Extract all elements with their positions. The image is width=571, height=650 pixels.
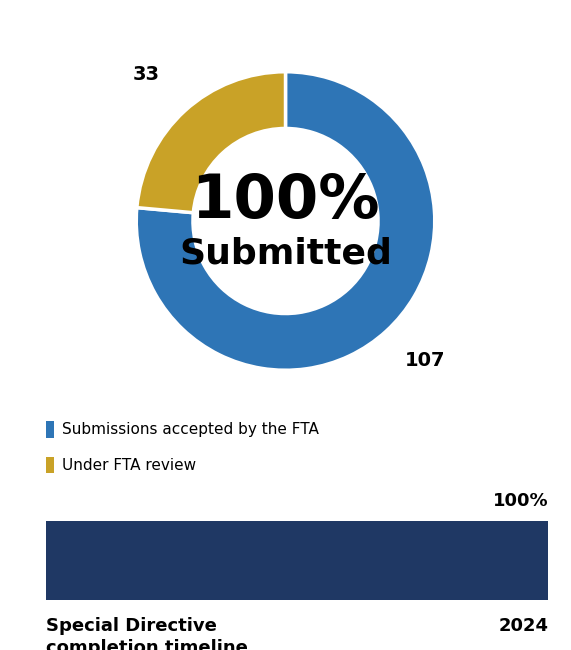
Bar: [46, 421, 54, 438]
Text: Submissions accepted by the FTA: Submissions accepted by the FTA: [62, 422, 319, 437]
Bar: [46, 521, 548, 600]
Text: Under FTA review: Under FTA review: [62, 458, 196, 473]
Text: 100%: 100%: [493, 492, 548, 510]
Text: 33: 33: [132, 64, 159, 84]
Wedge shape: [136, 72, 435, 370]
Text: Submitted: Submitted: [179, 237, 392, 271]
Text: 100%: 100%: [191, 172, 380, 231]
Text: 2024: 2024: [498, 617, 548, 635]
Wedge shape: [137, 72, 286, 213]
Text: Special Directive
completion timeline: Special Directive completion timeline: [46, 617, 248, 650]
Text: 107: 107: [404, 351, 445, 370]
Bar: [46, 456, 54, 473]
